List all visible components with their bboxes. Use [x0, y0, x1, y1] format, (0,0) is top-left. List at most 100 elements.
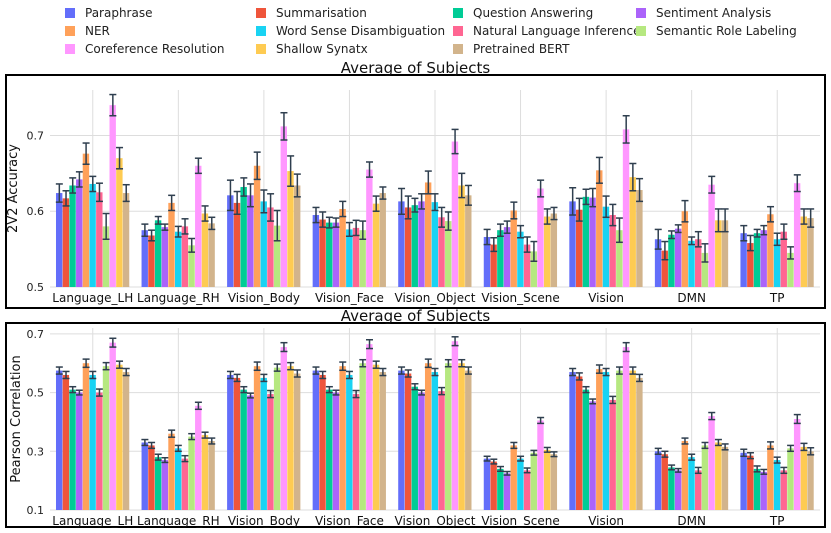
error-bar	[503, 220, 511, 234]
error-bar	[575, 372, 583, 381]
error-bar	[293, 369, 301, 378]
error-bar	[319, 370, 327, 380]
legend-item-ner[interactable]: NER	[65, 24, 110, 38]
bar-paraphrase-vision	[569, 372, 576, 510]
bar-summarisation-vision	[576, 376, 583, 510]
bar-shallow-synatx-vision-object	[458, 185, 465, 287]
error-bar	[615, 366, 623, 375]
y-tick-label: 0.7	[27, 328, 45, 341]
error-bar	[319, 211, 327, 228]
series-pretrained-bert	[122, 173, 815, 287]
bar-coreference-resolution-language-rh	[195, 165, 202, 287]
legend-item-semantic-role-labeling[interactable]: Semantic Role Labeling	[636, 24, 797, 38]
error-bar	[746, 452, 754, 460]
bar-word-sense-disambiguation-vision-body	[260, 377, 267, 510]
series-pretrained-bert	[122, 366, 815, 510]
error-bar	[226, 179, 234, 212]
bar-semantic-role-labeling-vision-body	[273, 225, 281, 287]
series-word-sense-disambiguation	[89, 367, 781, 510]
error-bar	[688, 453, 696, 461]
bar-paraphrase-vision-face	[312, 215, 320, 287]
legend-item-summarisation[interactable]: Summarisation	[256, 6, 367, 20]
error-bar	[807, 447, 815, 456]
bar-coreference-resolution-tp	[793, 183, 801, 287]
error-bar	[188, 237, 196, 253]
error-bar	[372, 195, 380, 212]
bar-word-sense-disambiguation-vision	[602, 372, 610, 510]
bar-semantic-role-labeling-vision-body	[273, 367, 281, 510]
error-bar	[793, 174, 801, 193]
bar-semantic-role-labeling-dmn	[701, 252, 709, 287]
error-bar	[122, 367, 130, 377]
error-bar	[247, 183, 255, 208]
legend-swatch	[65, 44, 75, 54]
x-tick-label-vision-body: Vision_Body	[228, 514, 300, 528]
bar-pretrained-bert-dmn	[721, 446, 729, 510]
bar-pretrained-bert-vision-object	[465, 370, 472, 510]
error-bar	[694, 230, 702, 248]
error-bar	[629, 162, 637, 192]
legend-item-paraphrase[interactable]: Paraphrase	[65, 6, 152, 20]
bar-sentiment-analysis-language-lh	[76, 179, 83, 287]
legend-swatch	[256, 44, 266, 54]
bar-summarisation-vision-body	[233, 377, 241, 510]
error-bar	[418, 193, 426, 210]
bar-paraphrase-vision-face	[312, 370, 320, 510]
bar-question-answering-vision-face	[326, 222, 333, 287]
panel-frame	[5, 322, 826, 528]
legend-item-coreference-resolution[interactable]: Coreference Resolution	[65, 42, 225, 56]
error-bar	[595, 364, 603, 374]
legend-item-word-sense-disambiguation[interactable]: Word Sense Disambiguation	[256, 24, 445, 38]
error-bar	[523, 467, 531, 474]
bars	[55, 336, 815, 510]
error-bar	[431, 193, 439, 212]
error-bar	[404, 195, 412, 220]
series-semantic-role-labeling	[102, 358, 795, 510]
legend-item-sentiment-analysis[interactable]: Sentiment Analysis	[636, 6, 771, 20]
error-bar	[575, 197, 583, 222]
error-bar	[226, 370, 234, 380]
bar-semantic-role-labeling-vision-face	[359, 230, 366, 287]
error-bar	[75, 171, 83, 188]
error-bar	[800, 208, 808, 225]
bar-question-answering-tp	[753, 233, 761, 287]
bar-question-answering-vision-face	[326, 389, 333, 510]
error-bar	[701, 243, 709, 263]
legend-label: Summarisation	[276, 6, 367, 20]
y-tick-label: 0.1	[27, 504, 45, 517]
error-bar	[714, 438, 722, 447]
bar-word-sense-disambiguation-dmn	[688, 457, 695, 510]
legend-item-shallow-synatx[interactable]: Shallow Synatx	[256, 42, 368, 56]
x-tick-labels: Language_LH Language_RH Vision_Body Vision_…	[52, 291, 784, 305]
bar-coreference-resolution-vision	[622, 129, 630, 287]
legend-item-pretrained-bert[interactable]: Pretrained BERT	[453, 42, 570, 56]
series-semantic-role-labeling	[102, 209, 795, 287]
bar-shallow-synatx-tp	[800, 216, 808, 287]
bar-semantic-role-labeling-dmn	[701, 445, 709, 510]
bar-pretrained-bert-language-lh	[122, 193, 130, 287]
bar-pretrained-bert-tp	[807, 218, 814, 287]
bar-coreference-resolution-vision	[622, 347, 630, 510]
series-coreference-resolution	[109, 336, 801, 510]
error-bar	[537, 179, 545, 198]
series-paraphrase	[55, 366, 748, 510]
error-bar	[398, 187, 406, 216]
bar-word-sense-disambiguation-vision-body	[260, 201, 267, 287]
legend-item-natural-language-inference[interactable]: Natural Language Inference	[453, 24, 641, 38]
bar-summarisation-vision-object	[404, 207, 412, 287]
bars	[55, 93, 815, 288]
legend-item-question-answering[interactable]: Question Answering	[453, 6, 593, 20]
bar-sentiment-analysis-vision-scene	[503, 473, 511, 510]
bar-shallow-synatx-vision	[629, 370, 636, 510]
error-bar	[366, 161, 374, 178]
error-bar	[404, 369, 412, 378]
bar-semantic-role-labeling-language-rh	[188, 436, 195, 510]
bar-word-sense-disambiguation-vision-object	[431, 202, 439, 287]
error-bar	[464, 184, 472, 206]
error-bar	[379, 186, 387, 200]
bar-summarisation-vision	[576, 209, 583, 287]
bar-sentiment-analysis-dmn	[674, 228, 682, 287]
error-bar	[260, 373, 268, 383]
error-bar	[253, 151, 261, 181]
bar-ner-language-lh	[82, 153, 90, 287]
